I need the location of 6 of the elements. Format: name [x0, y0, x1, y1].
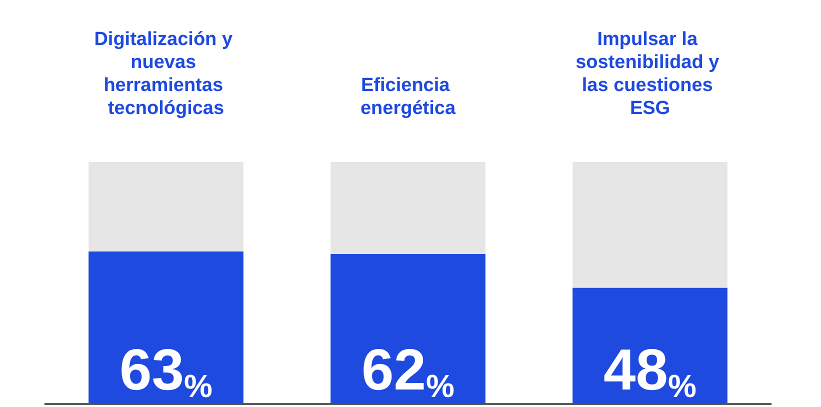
x-tick-label: Eficiencia energética: [360, 75, 456, 119]
data-label: 62%: [362, 338, 454, 404]
data-label: 63%: [120, 338, 212, 404]
data-label: 48%: [604, 338, 696, 404]
x-tick-label: Digitalización y nuevas herramientas tecnológicas: [94, 29, 238, 119]
x-tick-label: Impulsar la sostenibilidad y las cuestiones ESG: [576, 29, 724, 119]
